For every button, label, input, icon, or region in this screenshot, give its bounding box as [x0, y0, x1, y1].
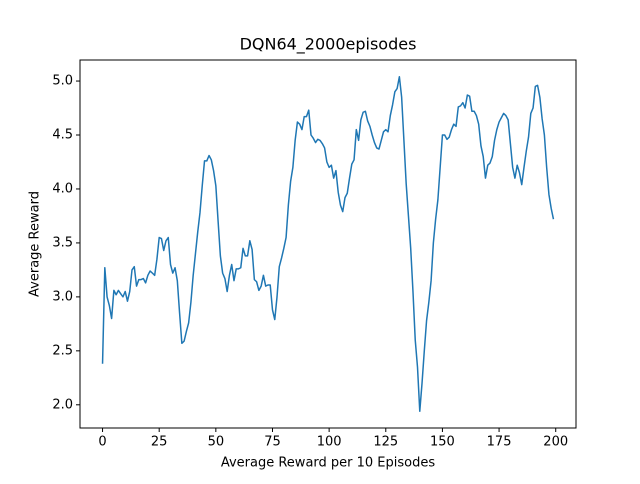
- x-tick-label: 175: [487, 435, 512, 450]
- chart-title: DQN64_2000episodes: [240, 35, 417, 55]
- y-tick-label: 4.5: [52, 128, 73, 143]
- x-tick-label: 0: [98, 435, 106, 450]
- y-tick-label: 2.0: [52, 397, 73, 412]
- y-tick-label: 5.0: [52, 74, 73, 89]
- y-tick-label: 3.5: [52, 235, 73, 250]
- x-tick-label: 125: [373, 435, 398, 450]
- axes-frame: [79, 59, 577, 429]
- y-tick-label: 4.0: [52, 181, 73, 196]
- y-axis-label: Average Reward: [28, 191, 43, 297]
- data-line: [101, 75, 555, 413]
- y-tick-label: 2.5: [52, 343, 73, 358]
- y-tick-label: 3.0: [52, 289, 73, 304]
- x-tick-label: 25: [151, 435, 168, 450]
- x-tick-label: 200: [543, 435, 568, 450]
- x-tick-label: 150: [430, 435, 455, 450]
- x-tick-label: 100: [317, 435, 342, 450]
- x-tick-label: 50: [208, 435, 225, 450]
- x-axis-label: Average Reward per 10 Episodes: [221, 456, 436, 471]
- x-tick-label: 75: [264, 435, 281, 450]
